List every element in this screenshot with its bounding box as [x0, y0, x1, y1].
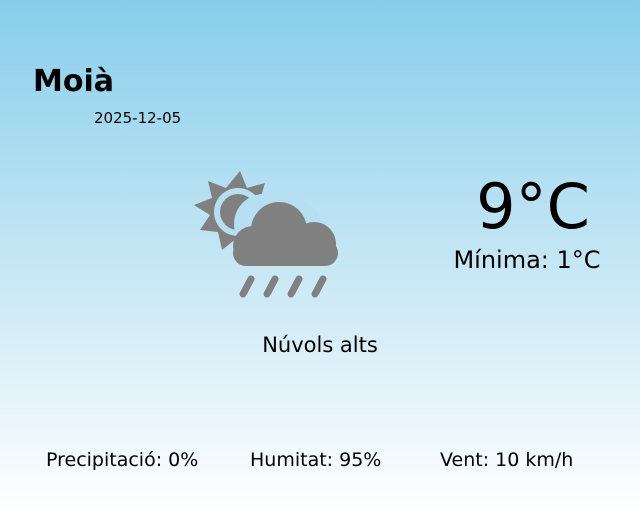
precipitation-stat: Precipitació: 0%	[46, 449, 199, 471]
wind-stat: Vent: 10 km/h	[440, 449, 574, 471]
partly-sunny-rain-icon	[190, 165, 350, 305]
minimum-temperature: Mínima: 1°C	[453, 246, 601, 274]
current-temperature: 9°C	[476, 170, 590, 243]
forecast-date: 2025-12-05	[94, 109, 182, 127]
city-name: Moià	[33, 64, 114, 99]
humidity-stat: Humitat: 95%	[250, 449, 382, 471]
weather-condition: Núvols alts	[262, 333, 378, 357]
